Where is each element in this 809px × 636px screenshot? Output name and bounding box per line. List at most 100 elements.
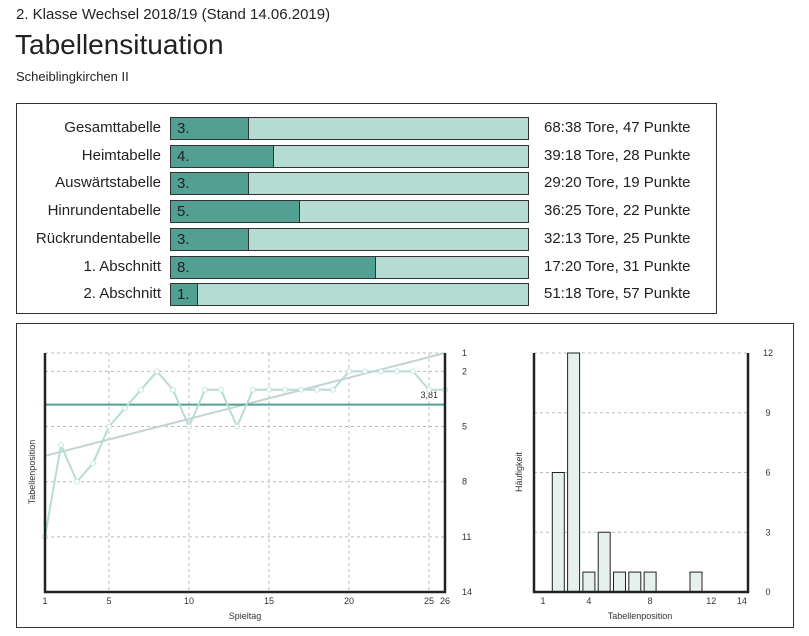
data-point xyxy=(250,386,256,393)
x-tick-label: 10 xyxy=(184,596,194,606)
position-label: 8. xyxy=(177,258,190,276)
data-point xyxy=(202,386,208,393)
data-point xyxy=(186,423,192,430)
data-point xyxy=(394,368,400,375)
chart-panel xyxy=(16,323,794,628)
y-tick-label: 9 xyxy=(765,408,770,418)
table-row: Hinrundentabelle 5. 36:25 Tore, 22 Punkt… xyxy=(17,200,716,224)
y-tick-label: 5 xyxy=(462,422,467,432)
position-bar-fill xyxy=(171,256,376,278)
y-tick-label: 1 xyxy=(462,348,467,358)
league-title: 2. Klasse Wechsel 2018/19 (Stand 14.06.2… xyxy=(16,6,331,23)
table-row: 2. Abschnitt 1. 51:18 Tore, 57 Punkte xyxy=(17,283,716,307)
position-label: 5. xyxy=(177,203,190,221)
position-bar-fill xyxy=(171,173,249,195)
plot-frame xyxy=(43,353,447,594)
table-stats: 32:13 Tore, 25 Punkte xyxy=(544,229,691,247)
data-point xyxy=(378,368,384,375)
table-stats: 17:20 Tore, 31 Punkte xyxy=(544,257,691,275)
position-bar: 4. xyxy=(170,144,529,168)
data-point xyxy=(106,423,112,430)
page-title: Tabellensituation xyxy=(15,29,224,60)
position-bar: 1. xyxy=(170,283,529,307)
position-label: 4. xyxy=(177,147,190,165)
x-tick-label: 8 xyxy=(648,596,653,606)
plot-frame xyxy=(532,353,750,594)
position-label: 3. xyxy=(177,120,190,137)
team-name: Scheiblingkirchen II xyxy=(16,69,129,84)
table-row: Gesamttabelle 3. 68:38 Tore, 47 Punkte xyxy=(17,117,716,140)
data-point xyxy=(90,460,96,467)
position-bar: 3. xyxy=(170,227,529,251)
table-label: 1. Abschnitt xyxy=(83,257,161,275)
data-point xyxy=(346,368,352,375)
table-stats: 39:18 Tore, 28 Punkte xyxy=(544,146,691,164)
data-point xyxy=(426,386,432,393)
table-row: Rückrundentabelle 3. 32:13 Tore, 25 Punk… xyxy=(17,227,716,251)
table-row: 1. Abschnitt 8. 17:20 Tore, 31 Punkte xyxy=(17,255,716,279)
y-axis-title: Tabellenposition xyxy=(27,440,37,505)
table-label: Auswärtstabelle xyxy=(55,174,161,192)
position-bar: 3. xyxy=(170,117,529,140)
histogram-bar xyxy=(567,352,581,593)
data-point xyxy=(362,368,368,375)
table-row: Auswärtstabelle 3. 29:20 Tore, 19 Punkte xyxy=(17,172,716,196)
x-tick-label: 14 xyxy=(737,596,747,606)
x-tick-label: 1 xyxy=(540,596,545,606)
y-tick-label: 6 xyxy=(765,468,770,478)
position-label: 1. xyxy=(177,286,190,304)
position-bar-fill xyxy=(171,284,198,306)
x-axis-title: Spieltag xyxy=(229,611,262,621)
position-bar-fill xyxy=(171,118,249,139)
position-bar-fill xyxy=(171,145,274,167)
x-tick-label: 4 xyxy=(586,596,591,606)
data-point xyxy=(410,368,416,375)
histogram-bar xyxy=(643,571,657,593)
position-bar-fill xyxy=(171,201,300,223)
x-tick-label: 12 xyxy=(706,596,716,606)
average-label: 3,81 xyxy=(420,390,438,400)
position-bar: 8. xyxy=(170,255,529,279)
data-point xyxy=(282,386,288,393)
y-tick-label: 11 xyxy=(462,532,471,542)
histogram-bar xyxy=(628,571,642,593)
position-line xyxy=(44,369,445,538)
x-tick-label: 20 xyxy=(344,596,354,606)
y-tick-label: 12 xyxy=(763,348,773,358)
y-tick-label: 3 xyxy=(765,527,770,537)
histogram-bar xyxy=(613,571,626,593)
table-summary: Gesamttabelle 3. 68:38 Tore, 47 Punkte He… xyxy=(16,103,717,314)
position-label: 3. xyxy=(177,175,190,193)
x-axis-title: Tabellenposition xyxy=(608,611,673,621)
table-stats: 36:25 Tore, 22 Punkte xyxy=(544,202,691,220)
x-tick-label: 5 xyxy=(106,596,111,606)
y-tick-label: 0 xyxy=(765,587,770,597)
table-stats: 68:38 Tore, 47 Punkte xyxy=(544,119,691,136)
table-stats: 51:18 Tore, 57 Punkte xyxy=(544,285,691,303)
x-tick-label: 1 xyxy=(42,596,47,606)
histogram-bar xyxy=(597,531,611,593)
position-bar: 5. xyxy=(170,200,529,224)
histogram-bar xyxy=(689,571,703,593)
data-point xyxy=(218,386,224,393)
table-label: Heimtabelle xyxy=(81,146,161,164)
position-bar-fill xyxy=(171,228,249,250)
data-point xyxy=(154,368,160,375)
x-tick-label: 25 xyxy=(424,596,434,606)
y-tick-label: 2 xyxy=(462,366,467,376)
y-tick-label: 8 xyxy=(462,477,467,487)
data-point xyxy=(234,423,240,430)
table-row: Heimtabelle 4. 39:18 Tore, 28 Punkte xyxy=(17,144,716,168)
data-point xyxy=(170,386,176,393)
histogram-bar xyxy=(551,472,565,593)
x-tick-label: 26 xyxy=(440,596,450,606)
position-label: 3. xyxy=(177,230,190,248)
table-label: Hinrundentabelle xyxy=(47,202,161,220)
data-point xyxy=(330,386,336,393)
y-tick-label: 14 xyxy=(462,587,472,597)
histogram-bar xyxy=(582,571,596,593)
data-point xyxy=(314,386,320,393)
table-label: Gesamttabelle xyxy=(64,119,161,136)
y-axis-title: Häufigkeit xyxy=(514,451,524,492)
